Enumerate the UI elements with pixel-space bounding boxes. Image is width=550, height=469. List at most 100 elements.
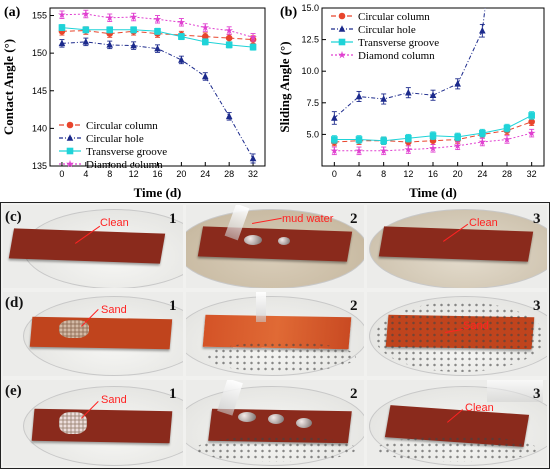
contact-angle-chart: 0 4 8 12 16 20 24 28 32 135 140 145 150 155 Time (d) Co… — [0, 0, 273, 200]
data-point — [130, 41, 137, 49]
data-point — [154, 28, 161, 35]
sliding-angle-chart: 0 4 8 12 16 20 24 28 32 5.0 7.5 10.0 12.5 15.0 Time (d… — [276, 0, 550, 200]
x-tick-label: 4 — [356, 169, 361, 179]
series-group — [330, 8, 536, 156]
callout-label: mud water — [282, 213, 334, 225]
x-tick-label: 28 — [502, 169, 512, 179]
photo-index: 2 — [350, 211, 358, 227]
legend-marker — [338, 50, 346, 59]
data-point — [405, 134, 412, 142]
data-point — [429, 132, 437, 139]
data-point — [379, 146, 388, 155]
data-point — [58, 24, 66, 31]
data-point — [355, 92, 363, 100]
data-point — [225, 41, 233, 49]
y-axis-label: Contact Angle (°) — [1, 39, 16, 135]
data-point — [479, 129, 486, 137]
series-transverse-groove — [58, 24, 257, 51]
series-diamond-column — [58, 9, 257, 42]
data-point — [201, 33, 209, 40]
x-axis-label: Time (d) — [409, 185, 457, 200]
legend-label: Circular hole — [86, 133, 144, 145]
x-tick-label: 0 — [332, 169, 337, 179]
row-label-d: (d) — [5, 295, 24, 311]
data-point — [153, 15, 162, 23]
data-point — [225, 112, 233, 120]
data-point — [405, 88, 412, 96]
callout-label: Sand — [101, 304, 127, 316]
photo-index: 1 — [169, 386, 177, 402]
data-point — [478, 137, 487, 146]
data-point — [81, 9, 90, 18]
data-point — [380, 95, 387, 102]
photo-index: 2 — [350, 298, 358, 314]
row-label-e: (e) — [5, 383, 22, 399]
data-point — [58, 10, 66, 19]
data-point — [527, 129, 536, 137]
data-point — [201, 72, 209, 80]
data-point — [404, 145, 413, 153]
legend-marker — [66, 147, 74, 155]
legend-marker — [338, 38, 346, 46]
x-tick-label: 20 — [453, 169, 463, 179]
data-point — [454, 133, 461, 141]
photo-index: 3 — [533, 386, 541, 402]
data-point — [154, 44, 161, 52]
x-tick-label: 12 — [129, 169, 139, 179]
y-tick-label: 135 — [32, 161, 47, 171]
legend-label: Transverse groove — [358, 37, 439, 49]
series-transverse-groove — [331, 111, 535, 145]
series-group — [58, 9, 257, 164]
data-point — [503, 124, 511, 132]
x-tick-label: 24 — [477, 169, 487, 179]
data-point — [129, 12, 138, 21]
data-point — [225, 26, 234, 34]
photo-d1: Sand 1 — [3, 292, 183, 376]
data-point — [201, 23, 210, 31]
callout-label: Sand — [463, 320, 489, 332]
legend-marker — [66, 134, 74, 141]
data-point — [177, 18, 186, 26]
photo-c3: Clean 3 — [367, 205, 547, 288]
data-point — [331, 114, 338, 121]
series-line — [333, 8, 486, 119]
legend-marker — [66, 121, 74, 129]
legend-marker — [338, 12, 346, 20]
data-point — [479, 26, 486, 34]
photo-e3: Clean 3 — [367, 380, 547, 466]
data-point — [106, 26, 114, 34]
y-axis-label: Sliding Angle (°) — [277, 41, 292, 132]
y-tick-label: 155 — [32, 11, 47, 21]
data-point — [330, 146, 339, 155]
data-point — [503, 135, 511, 143]
panel-label: (a) — [4, 5, 21, 20]
data-point — [249, 154, 257, 162]
data-point — [528, 112, 535, 119]
photo-e2: 2 — [186, 380, 364, 466]
photo-d3: Sand 3 — [367, 292, 547, 376]
legend-label: Circular column — [358, 11, 430, 23]
photo-c2: mud water 2 — [186, 205, 364, 288]
x-tick-label: 16 — [152, 169, 162, 179]
legend-label: Transverse groove — [86, 146, 167, 158]
y-tick-label: 15.0 — [301, 3, 319, 13]
x-tick-label: 8 — [381, 169, 386, 179]
data-point — [454, 80, 461, 87]
series-line — [334, 132, 532, 152]
data-point — [355, 136, 363, 143]
x-tick-label: 12 — [403, 169, 413, 179]
photo-index: 2 — [350, 386, 358, 402]
photo-index: 3 — [533, 211, 541, 227]
photo-grid: Clean 1 mud water 2 Clean 3 Sand 1 2 — [0, 202, 550, 469]
data-point — [106, 41, 114, 48]
data-point — [528, 118, 535, 126]
x-tick-label: 28 — [224, 169, 234, 179]
legend-label: Circular column — [86, 120, 158, 132]
data-point — [58, 39, 66, 47]
data-point — [429, 91, 437, 99]
data-point — [201, 38, 209, 46]
legend-label: Diamond column — [358, 50, 435, 62]
x-tick-label: 4 — [83, 169, 88, 179]
data-point — [380, 137, 387, 145]
